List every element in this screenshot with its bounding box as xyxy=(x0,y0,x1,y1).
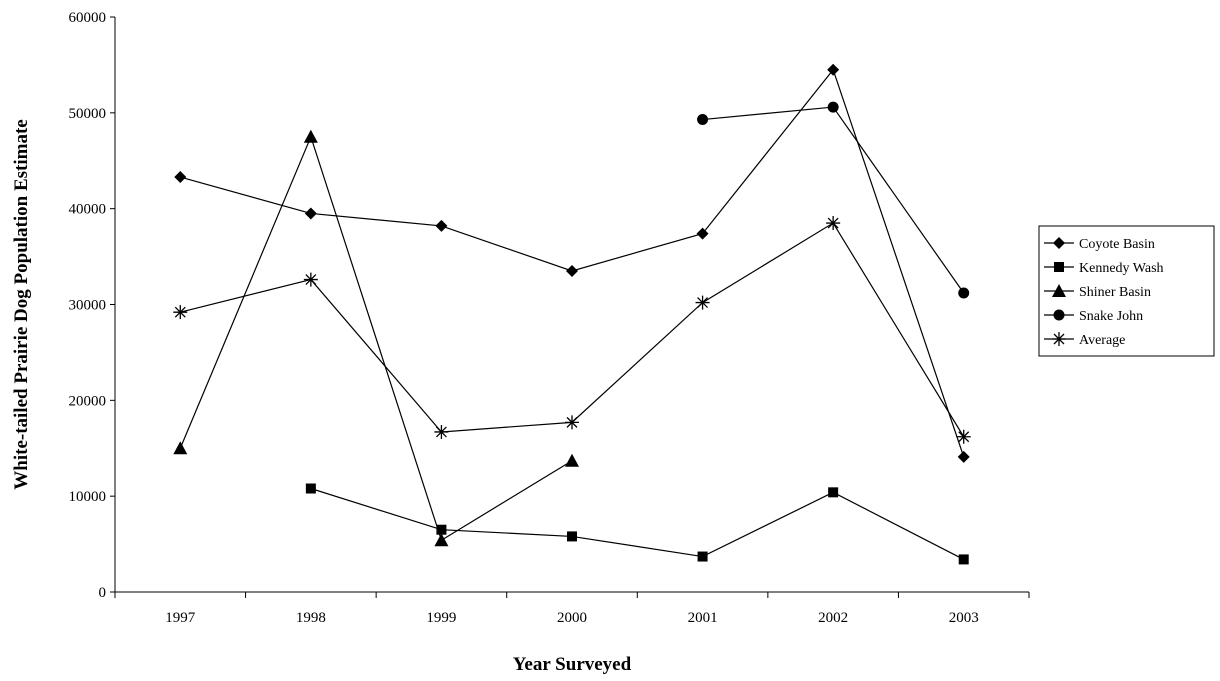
x-tick-label: 2001 xyxy=(688,610,718,626)
legend-average-marker xyxy=(1052,332,1066,346)
series-snake-john-line xyxy=(702,106,965,294)
y-tick-label: 60000 xyxy=(69,10,107,26)
series-snake-john-marker xyxy=(827,101,839,113)
series-kennedy-wash-marker xyxy=(567,531,577,542)
series-coyote-basin xyxy=(174,63,970,463)
series-coyote-basin-marker xyxy=(174,171,187,184)
series-coyote-basin-marker xyxy=(566,264,578,277)
series-coyote-basin-marker xyxy=(827,63,840,76)
series-snake-john-marker xyxy=(958,287,970,299)
x-tick-label: 2000 xyxy=(557,610,587,626)
x-tick-label: 2003 xyxy=(949,610,979,626)
series-average-marker xyxy=(565,415,579,430)
series-shiner-basin-marker xyxy=(434,533,449,547)
x-tick-label: 1998 xyxy=(296,610,326,626)
series-coyote-basin-marker xyxy=(957,450,970,463)
legend-item-average: Average xyxy=(1044,332,1125,348)
y-tick-label: 40000 xyxy=(69,202,107,218)
series-shiner-basin-marker xyxy=(565,453,579,467)
legend-item-snake-john: Snake John xyxy=(1044,309,1143,324)
legend-label: Snake John xyxy=(1079,309,1143,324)
y-tick-label: 50000 xyxy=(69,106,107,122)
y-tick-label: 10000 xyxy=(69,489,107,505)
y-tick-label: 20000 xyxy=(69,393,107,409)
series-kennedy-wash xyxy=(305,483,969,565)
series-average xyxy=(173,216,971,444)
series-average-marker xyxy=(434,424,449,439)
legend-item-shiner-basin: Shiner Basin xyxy=(1044,284,1151,300)
legend-snake-john-marker xyxy=(1053,309,1065,321)
series-coyote-basin-line xyxy=(180,68,965,458)
series-kennedy-wash-marker xyxy=(436,524,447,535)
series-kennedy-wash-marker xyxy=(305,483,316,494)
legend-shiner-basin-marker xyxy=(1052,284,1066,297)
x-tick-label: 1999 xyxy=(426,610,456,626)
series-kennedy-wash-marker xyxy=(697,551,708,562)
legend-label: Shiner Basin xyxy=(1079,285,1151,300)
x-axis-title: Year Surveyed xyxy=(513,654,632,675)
x-tick-label: 1997 xyxy=(165,610,196,626)
series-coyote-basin-marker xyxy=(435,219,448,232)
series-shiner-basin xyxy=(173,129,579,547)
series-snake-john-marker xyxy=(697,114,709,126)
series-average-line xyxy=(180,222,965,438)
y-tick-label: 0 xyxy=(99,585,107,601)
series-shiner-basin-marker xyxy=(303,129,318,143)
series-average-marker xyxy=(173,305,188,320)
legend-label: Average xyxy=(1079,333,1125,348)
legend-label: Coyote Basin xyxy=(1079,237,1155,252)
series-shiner-basin-line xyxy=(179,135,573,542)
series-coyote-basin-marker xyxy=(696,227,709,240)
legend: Coyote Basin Kennedy Wash Shiner Basin Snak… xyxy=(1038,225,1215,357)
series-group xyxy=(173,63,971,565)
legend-coyote-basin-marker xyxy=(1053,237,1065,249)
y-ticks: 0 10000 20000 30000 40000 50000 60000 xyxy=(69,10,115,601)
y-tick-label: 30000 xyxy=(69,298,107,314)
series-average-marker xyxy=(303,272,318,287)
legend-kennedy-wash-marker xyxy=(1054,262,1064,272)
plot-area: 0 10000 20000 30000 40000 50000 60000 1997 1998… xyxy=(69,10,1030,626)
y-axis-title: White-tailed Prairie Dog Population Esti… xyxy=(11,119,32,489)
series-average-marker xyxy=(695,295,710,310)
series-average-marker xyxy=(826,216,841,231)
x-ticks: 1997 1998 1999 2000 2001 2002 2003 xyxy=(114,592,1030,626)
series-kennedy-wash-marker xyxy=(828,487,839,498)
legend-item-kennedy-wash: Kennedy Wash xyxy=(1044,261,1164,276)
series-average-marker xyxy=(956,429,971,444)
x-tick-label: 2002 xyxy=(818,610,848,626)
series-kennedy-wash-line xyxy=(310,487,964,560)
series-snake-john xyxy=(697,101,970,299)
series-shiner-basin-marker xyxy=(173,441,188,455)
legend-label: Kennedy Wash xyxy=(1079,261,1164,276)
series-kennedy-wash-marker xyxy=(958,554,969,565)
legend-item-coyote-basin: Coyote Basin xyxy=(1044,237,1155,252)
series-coyote-basin-marker xyxy=(304,207,317,220)
